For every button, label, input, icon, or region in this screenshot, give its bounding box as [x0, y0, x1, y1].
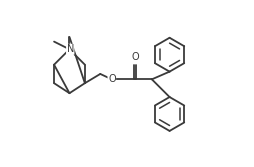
Text: O: O: [108, 74, 115, 84]
Text: N: N: [66, 44, 74, 54]
Text: O: O: [131, 52, 138, 62]
